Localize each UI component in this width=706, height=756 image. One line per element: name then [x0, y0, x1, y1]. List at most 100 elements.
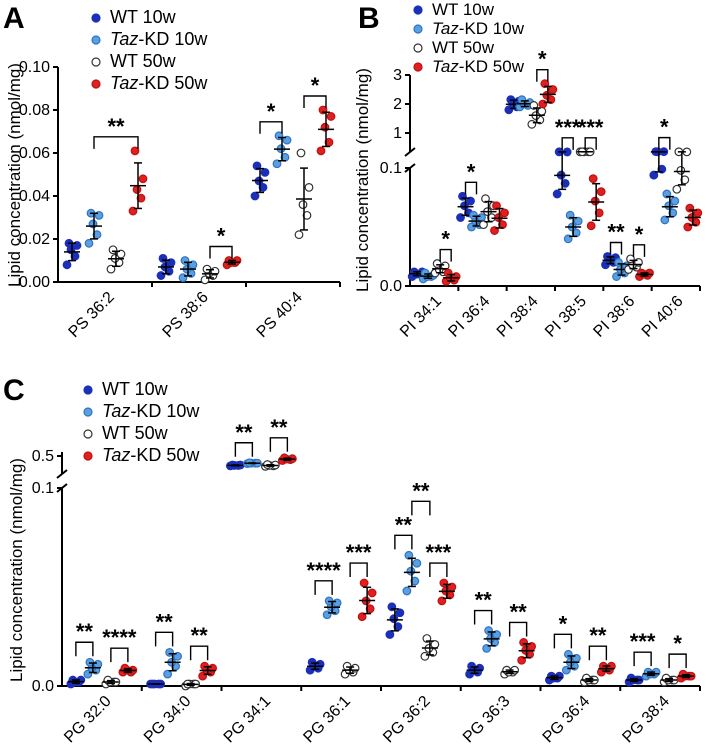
panel-b-group-point	[657, 164, 667, 174]
panel-c-sig-label: **	[76, 619, 94, 644]
panel-a-ylabel: Lipid concentration (nmol/mg)	[5, 63, 24, 287]
panel-b-xtick-label: PI 40:6	[639, 293, 687, 341]
legend-marker-2	[83, 429, 93, 439]
panel-b-group-point	[440, 261, 450, 271]
panel-c-ytick-label: 0.5	[32, 448, 54, 465]
legend-marker-0	[83, 385, 93, 395]
legend-marker-1	[91, 35, 101, 45]
panel-c-xtick-label: PG 34:0	[141, 693, 195, 747]
panel-a-ytick-label: 0.00	[19, 274, 50, 291]
panel-a-letter: A	[3, 2, 25, 35]
panel-c-group-point	[406, 566, 416, 576]
panel-a-group-point	[316, 146, 326, 156]
panel-a-sig-label: *	[311, 73, 320, 98]
panel-b-letter: B	[358, 2, 380, 35]
legend-label-0: WT 10w	[110, 7, 177, 27]
panel-c-sig-label: **	[191, 623, 209, 648]
panel-c-group-point	[365, 604, 375, 614]
panel-b-group-point	[477, 213, 486, 222]
panel-c-sig-bracket	[349, 562, 368, 578]
panel-c-group-point	[322, 610, 332, 620]
legend-marker-2	[91, 57, 101, 67]
legend-marker-0	[413, 5, 423, 15]
panel-a-xtick-label: PS 36:2	[66, 289, 118, 341]
legend-label-italic: Taz	[110, 73, 138, 93]
panel-c-sig-label: ***	[630, 629, 656, 654]
panel-b-group-point	[612, 272, 621, 281]
panel-b-sig-bracket	[439, 248, 452, 262]
legend-marker-2	[413, 43, 423, 53]
panel-b-group-point	[596, 187, 606, 197]
panel-c-xtick-label: PG 36:3	[460, 693, 514, 747]
legend-marker-3	[83, 451, 93, 461]
panel-a-group-point	[84, 238, 94, 248]
panel-c-group-point	[85, 657, 95, 667]
panel-a-group-point	[156, 271, 166, 280]
panel-c-sig-bracket	[553, 633, 573, 649]
panel-c-group-point	[332, 598, 342, 608]
legend-label-3: Taz-KD 50w	[110, 73, 208, 93]
panel-c-sig-bracket	[668, 653, 687, 669]
panel-a-ytick-label: 0.10	[19, 59, 50, 76]
legend-label-0: WT 10w	[102, 379, 169, 399]
panel-c-sig-label: **	[156, 609, 174, 634]
panel-a-sig-bracket	[93, 136, 139, 149]
panel-a-sig-label: *	[217, 224, 226, 249]
panel-a-group-point	[298, 200, 308, 210]
panel-a-sig-label: **	[107, 114, 125, 139]
panel-b-sig-bracket	[536, 69, 549, 82]
legend-label-plain: WT 50w	[102, 423, 169, 443]
panel-c-ytick-label: 0.0	[32, 678, 54, 695]
panel-a-sig-bracket	[303, 95, 327, 108]
panel-c-sig-bracket	[75, 641, 94, 657]
panel-b-sig-bracket	[561, 137, 574, 150]
panel-c-ytick-label: 0.1	[32, 480, 54, 497]
panel-c-letter: C	[3, 374, 25, 407]
legend-label-2: WT 50w	[432, 38, 495, 57]
panel-c-group-point	[163, 669, 173, 679]
panel-c-sig-label: **	[270, 415, 288, 440]
panel-b-sig-bracket	[609, 241, 623, 255]
panel-b-group-point	[540, 79, 550, 89]
legend-label-plain: -KD 50w	[130, 445, 200, 465]
panel-a-group-point	[326, 112, 336, 121]
panel-c-group-point	[412, 558, 422, 568]
panel-c-group-point	[359, 578, 369, 588]
panel-b-sig-label: **	[607, 220, 625, 245]
panel-b-ytick-label: 3	[393, 67, 402, 84]
panel-c-sig-bracket	[394, 534, 413, 550]
panel-b-group-point	[527, 119, 537, 129]
panel-a-group-point	[138, 174, 148, 184]
panel-b-xtick-label: PI 38:5	[542, 293, 590, 341]
panel-a-xtick-label: PS 38:6	[160, 289, 212, 341]
panel-a-group-point	[302, 210, 312, 220]
panel-c-sig-bracket	[633, 651, 652, 667]
panel-a-group-point	[132, 185, 142, 194]
panel-c-xtick-label: PG 36:4	[540, 693, 594, 747]
legend-label-plain: WT 10w	[432, 0, 495, 19]
panel-b-group-point	[469, 210, 478, 220]
panel-b-group-point	[594, 208, 604, 218]
panel-b-sig-bracket	[658, 136, 671, 150]
panel-c-xtick-label: PG 36:1	[300, 693, 354, 747]
legend-label-2: WT 50w	[110, 51, 177, 71]
panel-a-sig-bracket	[209, 245, 233, 259]
panel-a-group-point	[250, 191, 260, 201]
panel-a-sig-label: *	[267, 99, 276, 124]
panel-c-sig-bracket	[314, 580, 333, 595]
panel-c-group-point	[420, 651, 430, 661]
panel-c-group-point	[402, 586, 412, 596]
panel-b-group-point	[479, 220, 488, 230]
panel-c-xtick-label: PG 32:0	[61, 693, 115, 747]
panel-c-sig-label: **	[589, 623, 607, 648]
panel-a-group-point	[272, 159, 282, 169]
legend-label-3: Taz-KD 50w	[432, 57, 525, 76]
legend-label-italic: Taz	[102, 445, 130, 465]
panel-b-sig-label: ***	[555, 115, 581, 140]
panel-a-group-point	[296, 148, 306, 158]
legend-label-italic: Taz	[432, 19, 459, 38]
panel-b-group-point	[548, 85, 558, 94]
panel-c-group-point	[367, 588, 377, 598]
panel-c-sig-label: **	[412, 478, 430, 503]
